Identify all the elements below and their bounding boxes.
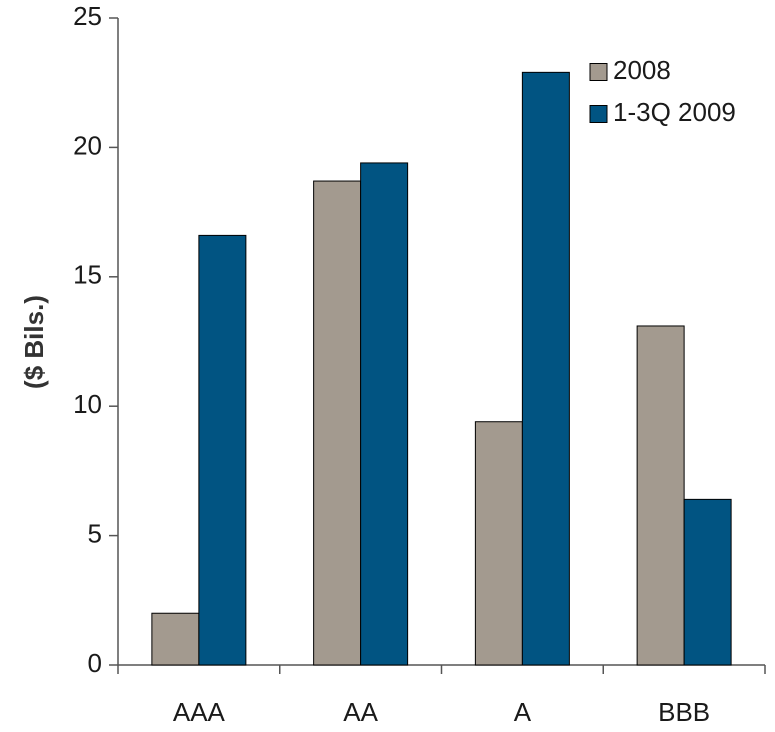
bar-aa-series-2 (360, 162, 409, 666)
y-tick-label: 25 (73, 1, 102, 31)
y-axis: 0 5 10 15 20 25 (73, 1, 119, 678)
bar-aaa-series-1 (151, 612, 200, 666)
legend-swatch (589, 105, 608, 123)
legend-swatch (589, 63, 608, 81)
bars (151, 71, 732, 666)
x-tick-label: AAA (173, 697, 226, 727)
bar-aaa-series-2 (198, 234, 247, 666)
y-tick-label: 0 (88, 648, 102, 678)
y-tick-label: 15 (73, 260, 102, 290)
y-tick-label: 10 (73, 389, 102, 419)
bar-a-series-1 (474, 421, 523, 666)
x-tick-label: A (514, 697, 532, 727)
x-tick-label: BBB (658, 697, 710, 727)
bar-bbb-series-2 (683, 498, 732, 666)
x-tick-label: AA (343, 697, 378, 727)
legend-label: 1-3Q 2009 (613, 97, 736, 127)
y-tick-label: 5 (88, 518, 102, 548)
bar-a-series-2 (521, 71, 570, 666)
legend-label: 2008 (613, 55, 671, 85)
x-axis: AAA AA A BBB (117, 664, 766, 727)
legend: 2008 1-3Q 2009 (589, 55, 736, 127)
bar-aa-series-1 (313, 180, 362, 666)
bar-bbb-series-1 (636, 325, 685, 666)
y-tick-label: 20 (73, 130, 102, 160)
y-axis-title: ($ Bils.) (19, 295, 49, 389)
